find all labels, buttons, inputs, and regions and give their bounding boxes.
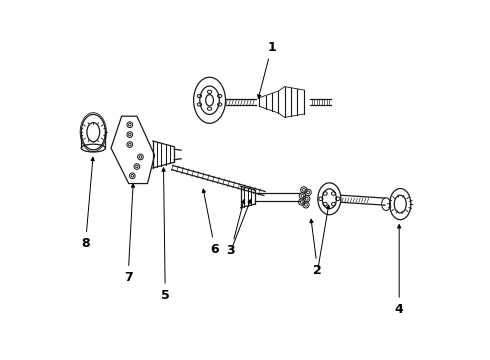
Text: 5: 5 xyxy=(161,168,170,302)
Text: 6: 6 xyxy=(202,189,219,256)
Text: 2: 2 xyxy=(310,219,322,277)
Text: 1: 1 xyxy=(258,41,276,98)
Text: 4: 4 xyxy=(395,225,404,316)
Text: 3: 3 xyxy=(226,200,245,257)
Text: 7: 7 xyxy=(123,184,135,284)
Text: 8: 8 xyxy=(81,157,95,250)
